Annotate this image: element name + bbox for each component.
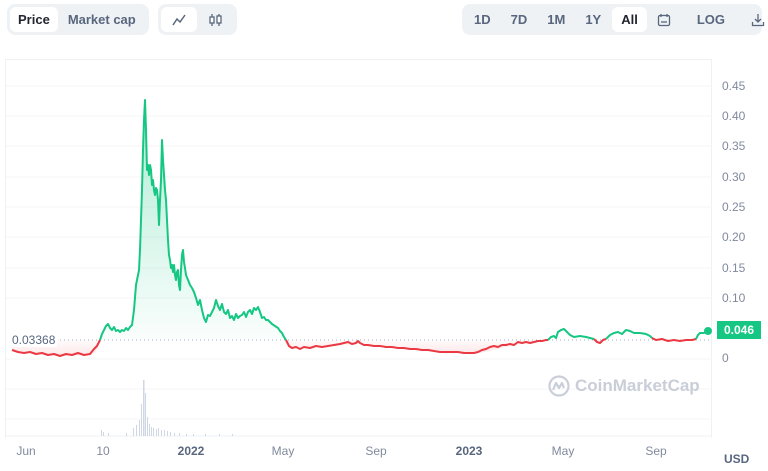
- tab-market-cap[interactable]: Market cap: [67, 12, 136, 27]
- current-price-dot: [704, 327, 712, 335]
- watermark-text: CoinMarketCap: [575, 376, 700, 395]
- price-line-down: [593, 338, 607, 344]
- x-tick: Jun: [16, 444, 36, 458]
- price-line-down: [285, 339, 548, 354]
- grid-lines: [6, 85, 712, 437]
- x-tick: Sep: [645, 444, 667, 458]
- y-tick: 0.25: [722, 200, 746, 214]
- price-type-toggle: Price Market cap: [7, 4, 149, 35]
- tab-price[interactable]: Price: [10, 7, 58, 32]
- current-price-tag: 0.046: [717, 321, 761, 339]
- y-tick: 0.40: [722, 109, 746, 123]
- y-tick: 0.45: [722, 79, 746, 93]
- price-line-up: [99, 99, 287, 341]
- x-tick: 2022: [177, 444, 205, 458]
- x-tick: May: [551, 444, 575, 458]
- y-tick: 0.35: [722, 139, 746, 153]
- currency-label: USD: [724, 452, 750, 466]
- coinmarketcap-logo-icon: [548, 375, 570, 397]
- range-1m[interactable]: 1M: [547, 12, 566, 27]
- y-tick: 0.30: [722, 170, 746, 184]
- start-price-label: 0.03368: [12, 333, 58, 347]
- candlestick-chart-button[interactable]: [199, 7, 235, 32]
- price-line-up: [547, 328, 595, 341]
- range-1y[interactable]: 1Y: [585, 12, 602, 27]
- y-tick: 0.15: [722, 261, 746, 275]
- x-tick: Sep: [365, 444, 387, 458]
- calendar-icon: [657, 13, 670, 26]
- download-button[interactable]: [743, 7, 768, 32]
- range-7d[interactable]: 7D: [510, 12, 528, 27]
- date-range-button[interactable]: [649, 7, 679, 32]
- volume-bars: [101, 380, 233, 436]
- y-tick: 0.10: [722, 291, 746, 305]
- range-1d[interactable]: 1D: [474, 12, 491, 27]
- price-line-down: [651, 337, 697, 342]
- log-scale-button[interactable]: LOG: [696, 12, 726, 27]
- time-range-toolbar: 1D 7D 1M 1Y All LOG: [462, 4, 765, 35]
- price-line-down: [11, 339, 101, 357]
- x-tick: 2023: [455, 444, 483, 458]
- range-all[interactable]: All: [612, 7, 647, 32]
- price-line-up: [605, 329, 653, 340]
- line-chart-button[interactable]: [161, 7, 197, 32]
- candlestick-icon: [209, 13, 222, 26]
- up-area: [100, 100, 285, 340]
- y-tick: 0.20: [722, 230, 746, 244]
- y-tick: 0: [722, 351, 729, 365]
- chart-area[interactable]: [5, 59, 712, 438]
- line-chart-icon: [172, 14, 186, 25]
- x-tick: May: [271, 444, 295, 458]
- watermark: CoinMarketCap: [548, 375, 700, 397]
- chart-style-toggle: [158, 4, 237, 35]
- x-tick: 10: [96, 444, 110, 458]
- download-icon: [751, 13, 765, 26]
